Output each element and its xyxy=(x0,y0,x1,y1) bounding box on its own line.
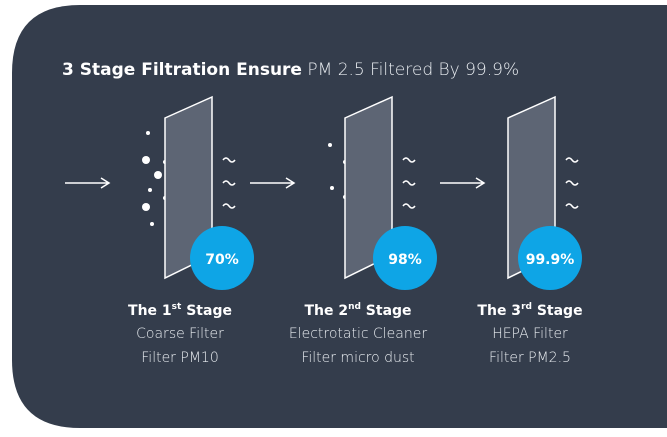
stage-line: HEPA Filter xyxy=(492,326,568,342)
particle xyxy=(142,156,150,164)
stage-line: Coarse Filter xyxy=(136,326,224,342)
page: 3 Stage Filtration Ensure PM 2.5 Filtere… xyxy=(0,0,667,433)
infographic: 3 Stage Filtration Ensure PM 2.5 Filtere… xyxy=(0,0,667,433)
stage-line: Electrotatic Cleaner xyxy=(289,326,427,342)
stage-line: Filter micro dust xyxy=(301,350,414,366)
stage-title-suffix: Stage xyxy=(532,303,583,319)
particle xyxy=(148,188,152,192)
title: 3 Stage Filtration Ensure PM 2.5 Filtere… xyxy=(62,60,519,80)
stage-title-suffix: Stage xyxy=(361,303,412,319)
percent-label: 99.9% xyxy=(526,252,575,268)
title-light: PM 2.5 Filtered By 99.9% xyxy=(307,60,519,80)
stage-title-sup: nd xyxy=(348,302,361,312)
percent-label: 70% xyxy=(205,252,239,268)
stage-title-prefix: The 3 xyxy=(477,303,521,319)
particle xyxy=(150,222,154,226)
stage-title-suffix: Stage xyxy=(181,303,232,319)
stage-title-sup: rd xyxy=(521,302,532,312)
stage-line: Filter PM2.5 xyxy=(489,350,571,366)
particle xyxy=(154,171,162,179)
title-bold: 3 Stage Filtration Ensure xyxy=(62,60,302,80)
particle xyxy=(330,186,334,190)
particle xyxy=(146,131,150,135)
particle xyxy=(142,203,150,211)
particle xyxy=(328,143,332,147)
percent-label: 98% xyxy=(388,252,422,268)
stage-line: Filter PM10 xyxy=(141,350,218,366)
stage-title-prefix: The 2 xyxy=(304,303,348,319)
stage-title-prefix: The 1 xyxy=(128,303,172,319)
